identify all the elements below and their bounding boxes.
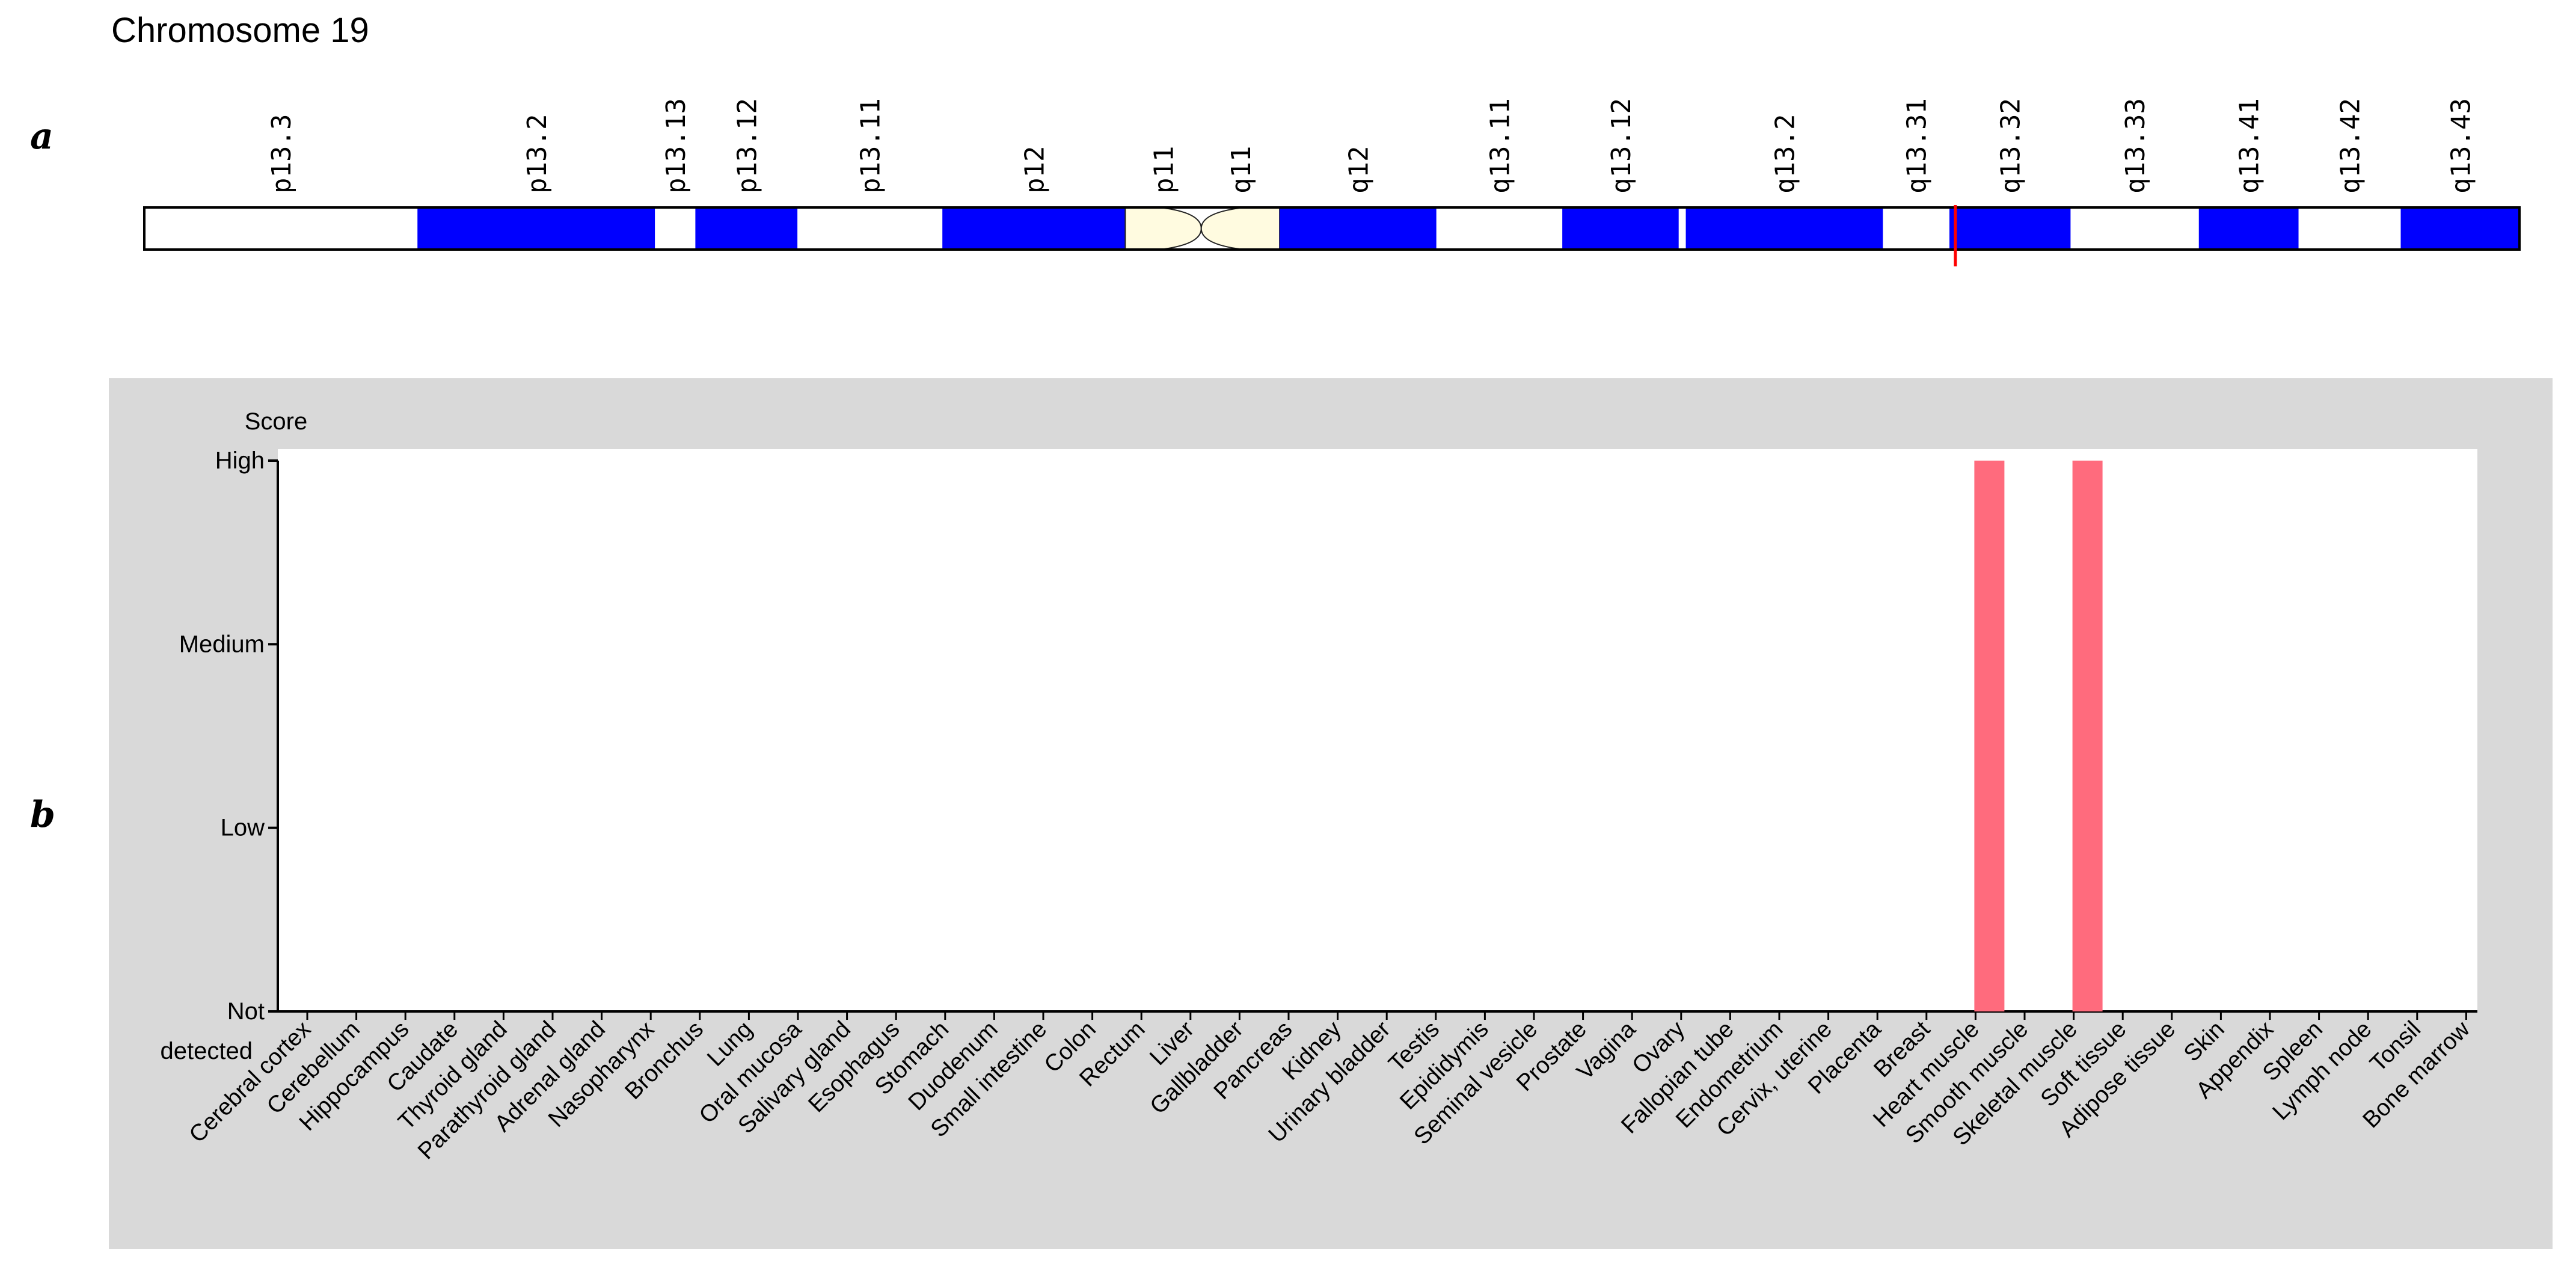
band-q13.31 <box>1883 207 1949 250</box>
bar-skeletal-muscle[interactable] <box>2072 461 2103 1011</box>
panel-label-b: b <box>30 794 55 836</box>
band-q13.43 <box>2400 207 2519 250</box>
y-tick-label: High <box>215 447 265 474</box>
band-label: p12 <box>1019 146 1050 194</box>
chromosome-ideogram: Chromosome 19 p13.3 p13.2 p13.13 p13.12 p13.… <box>111 11 2521 266</box>
band-p13.2 <box>417 207 655 250</box>
band-label: q13.41 <box>2234 98 2265 194</box>
band-label: q13.2 <box>1770 114 1800 194</box>
band-label: p13.2 <box>522 114 553 194</box>
y-tick-label: Low <box>221 815 265 841</box>
band-label: p13.13 <box>661 98 692 194</box>
chromosome-outline <box>143 206 2521 251</box>
band-q11 <box>1200 207 1281 250</box>
band-p13.11 <box>797 207 943 250</box>
band-q12 <box>1280 207 1437 250</box>
y-axis-title: Score <box>245 408 308 435</box>
band-q13.41 <box>2198 207 2299 250</box>
band-q13.2 <box>1685 207 1883 250</box>
band-p13.3 <box>144 207 418 250</box>
band-p11 <box>1124 207 1202 250</box>
band-label: q13.43 <box>2446 98 2476 194</box>
band-label: q13.33 <box>2120 98 2151 194</box>
band-label: q12 <box>1343 146 1374 194</box>
y-tick-label: Not <box>227 998 265 1025</box>
band-label: q13.11 <box>1485 98 1515 194</box>
band-p13.12 <box>695 207 798 250</box>
band-label: p13.3 <box>266 114 297 194</box>
band-label: p11 <box>1149 146 1180 194</box>
band-q13.12 <box>1562 207 1679 250</box>
panel-label-a: a <box>30 115 54 158</box>
band-p13.13 <box>655 207 696 250</box>
band-label: q13.42 <box>2335 98 2366 194</box>
band-label: q13.32 <box>1996 98 2026 194</box>
plot-area <box>278 449 2477 1011</box>
band-q13.42 <box>2298 207 2401 250</box>
band-q13.33 <box>2070 207 2199 250</box>
band-label: p13.11 <box>856 98 886 194</box>
chromosome-title: Chromosome 19 <box>111 11 369 50</box>
band-q13.11 <box>1436 207 1563 250</box>
band-label: q11 <box>1226 146 1257 194</box>
band-label: p13.12 <box>732 98 762 194</box>
y-tick-label: Medium <box>179 631 265 657</box>
band-p12 <box>942 207 1126 250</box>
expression-chart-panel: Score Not detected Low Medium High Cerebral … <box>109 378 2553 1249</box>
band-label: q13.31 <box>1902 98 1933 194</box>
bar-heart-muscle[interactable] <box>1974 461 2005 1011</box>
band-label: q13.12 <box>1606 98 1637 194</box>
band-q13.32 <box>1949 207 2071 250</box>
y-tick-label: detected <box>161 1038 253 1064</box>
